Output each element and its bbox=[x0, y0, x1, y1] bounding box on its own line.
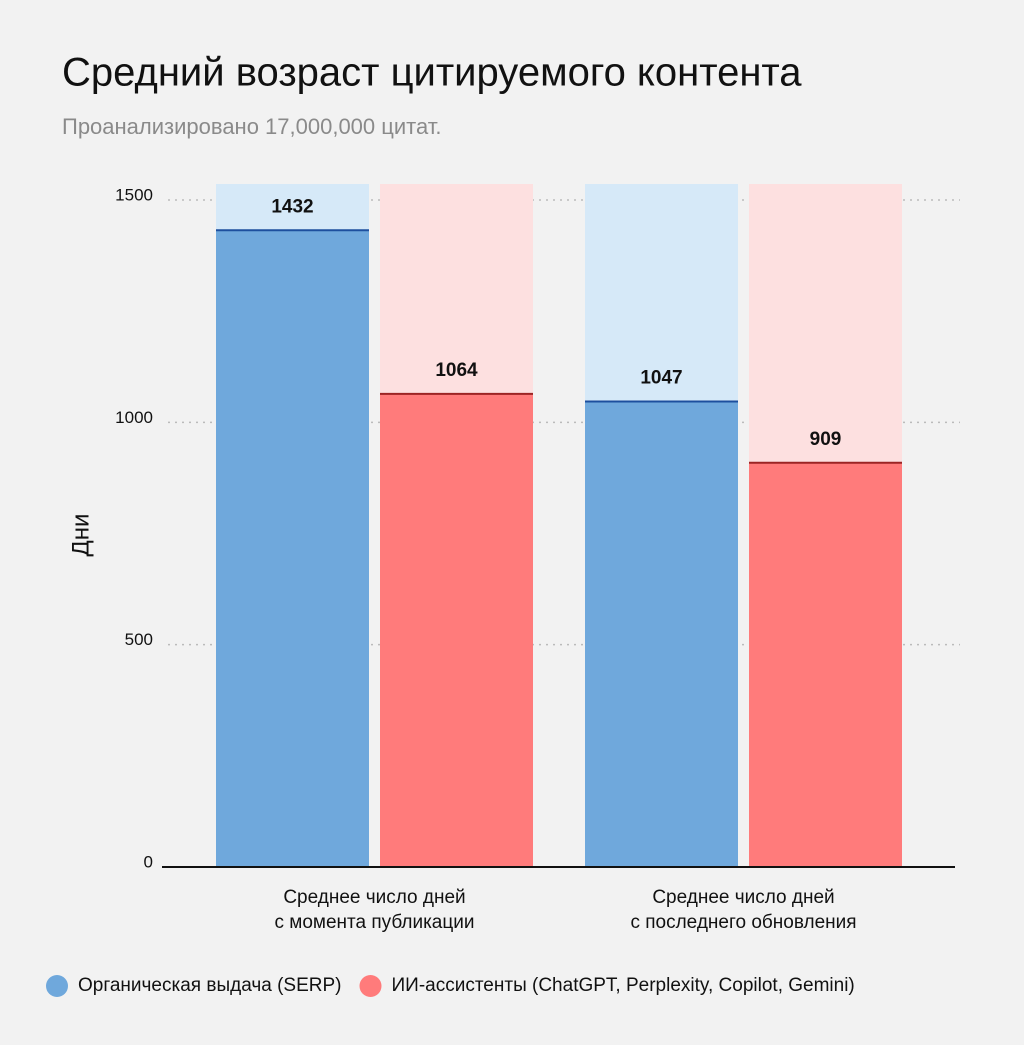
x-tick-label: Среднее число дней bbox=[652, 887, 834, 908]
x-tick-label: с последнего обновления bbox=[630, 912, 856, 933]
bar bbox=[216, 230, 369, 867]
chart-title: Средний возраст цитируемого контента bbox=[62, 51, 802, 95]
bar bbox=[749, 462, 902, 867]
value-label: 1432 bbox=[271, 196, 313, 217]
y-axis-label: Дни bbox=[67, 514, 94, 557]
bar bbox=[380, 393, 533, 867]
legend-label: Органическая выдача (SERP) bbox=[78, 975, 342, 996]
y-tick-label: 0 bbox=[144, 852, 153, 871]
y-tick-label: 500 bbox=[125, 630, 153, 649]
legend-label: ИИ-ассистенты (ChatGPT, Perplexity, Copi… bbox=[392, 975, 855, 996]
bar bbox=[585, 401, 738, 867]
value-label: 1064 bbox=[435, 360, 478, 381]
chart-subtitle: Проанализировано 17,000,000 цитат. bbox=[62, 114, 442, 139]
legend-marker bbox=[46, 975, 68, 997]
y-tick-label: 1500 bbox=[115, 185, 153, 204]
value-label: 1047 bbox=[640, 367, 682, 388]
y-tick-label: 1000 bbox=[115, 408, 153, 427]
value-label: 909 bbox=[810, 429, 842, 450]
x-tick-label: с момента публикации bbox=[274, 912, 474, 933]
legend-marker bbox=[359, 975, 382, 997]
x-tick-label: Среднее число дней bbox=[283, 887, 465, 908]
